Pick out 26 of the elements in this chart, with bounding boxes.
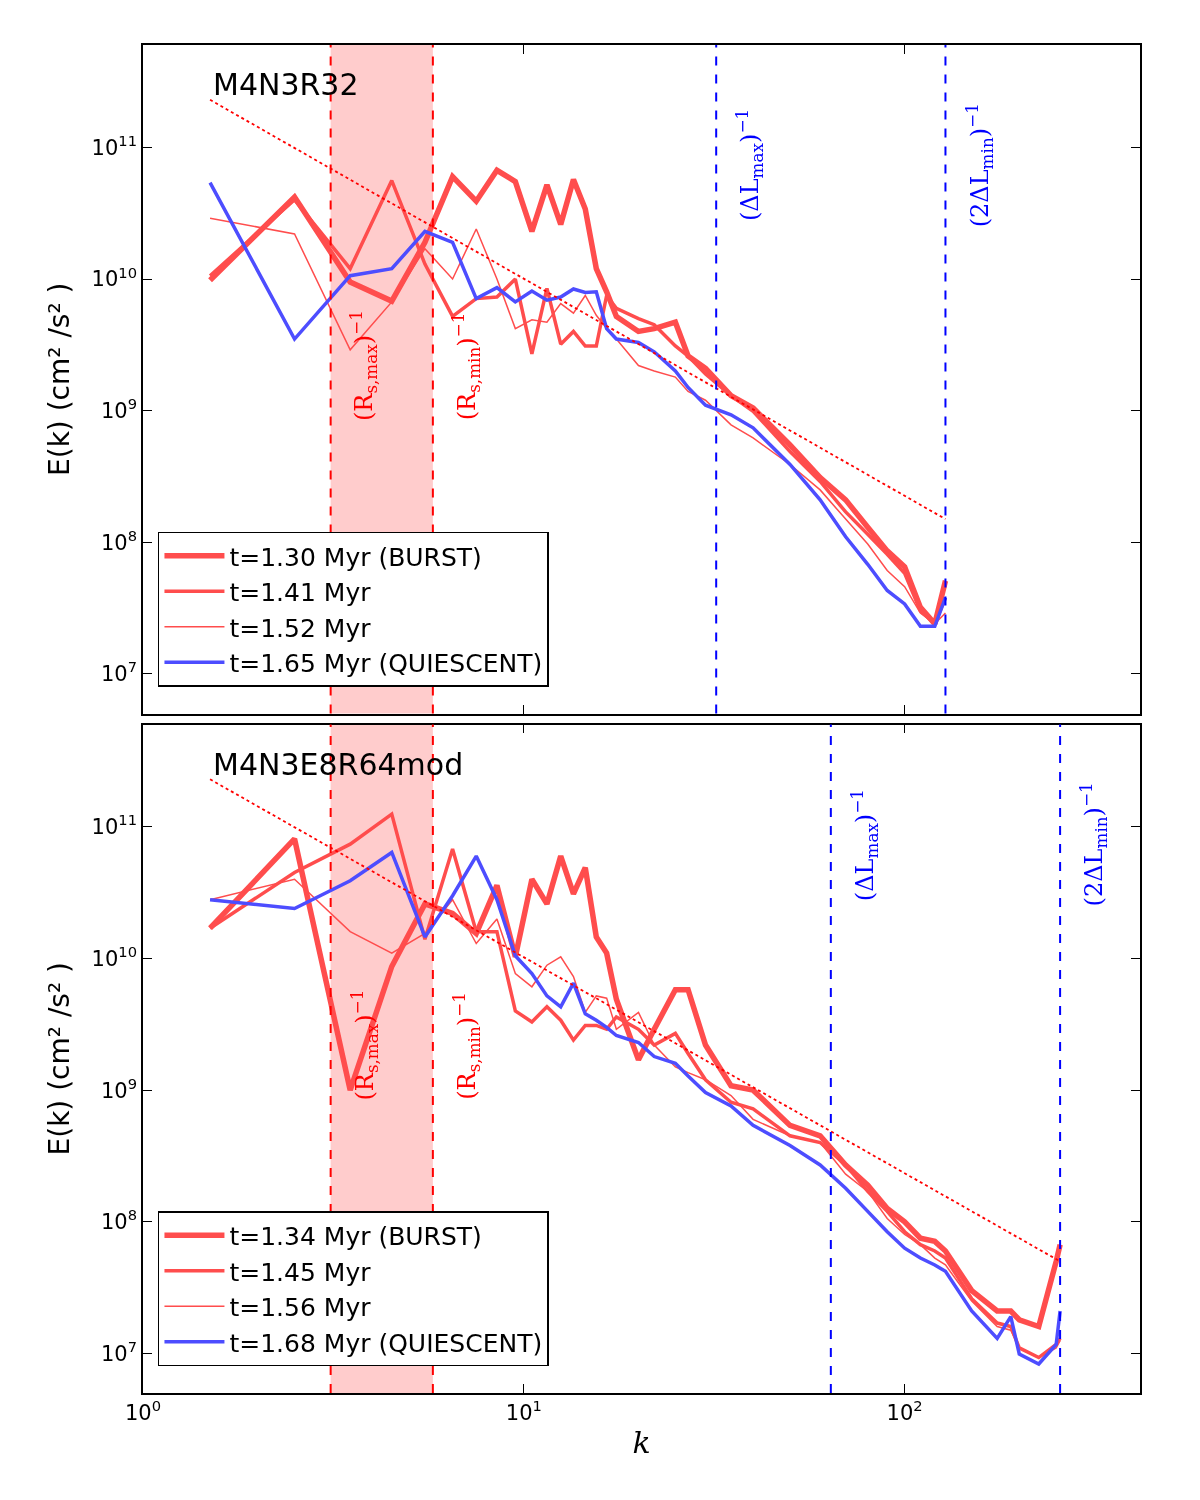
text: M4N3R32	[213, 67, 359, 102]
legend-label: t=1.41 Myr	[229, 578, 372, 608]
y-tick-label: 10$^{10}$	[91, 943, 138, 971]
legend-label: t=1.52 Myr	[229, 613, 372, 643]
legend-label: t=1.34 Myr (BURST)	[229, 1222, 482, 1252]
y-tick-label: 10$^{11}$	[91, 811, 138, 840]
y-tick-label: 10$^{11}$	[91, 131, 138, 160]
x-tick-label: 10$^{1}$	[505, 1397, 542, 1425]
x-axis-title: k	[632, 1424, 651, 1460]
y-tick-label: 10$^{9}$	[100, 395, 138, 423]
y-axis-title: E(k) (cm² /s² )	[42, 282, 76, 476]
legend-label: t=1.45 Myr	[229, 1257, 372, 1287]
y-tick-label: 10$^{9}$	[100, 1074, 138, 1103]
legend-label: t=1.68 Myr (QUIESCENT)	[229, 1328, 543, 1358]
y-tick-label: 10$^{8}$	[100, 1206, 138, 1235]
y-tick-label: 10$^{7}$	[100, 658, 138, 687]
x-tick-label: 10$^{2}$	[886, 1397, 923, 1425]
text: M4N3E8R64mod	[213, 747, 464, 782]
legend-label: t=1.56 Myr	[229, 1293, 372, 1323]
x-tick-label: 10$^{0}$	[124, 1397, 162, 1425]
y-tick-label: 10$^{8}$	[100, 526, 138, 555]
legend-label: t=1.65 Myr (QUIESCENT)	[229, 649, 543, 679]
y-axis-title: E(k) (cm² /s² )	[42, 962, 76, 1156]
y-tick-label: 10$^{10}$	[91, 263, 138, 292]
y-tick-label: 10$^{7}$	[100, 1337, 138, 1366]
legend-label: t=1.30 Myr (BURST)	[229, 542, 482, 572]
